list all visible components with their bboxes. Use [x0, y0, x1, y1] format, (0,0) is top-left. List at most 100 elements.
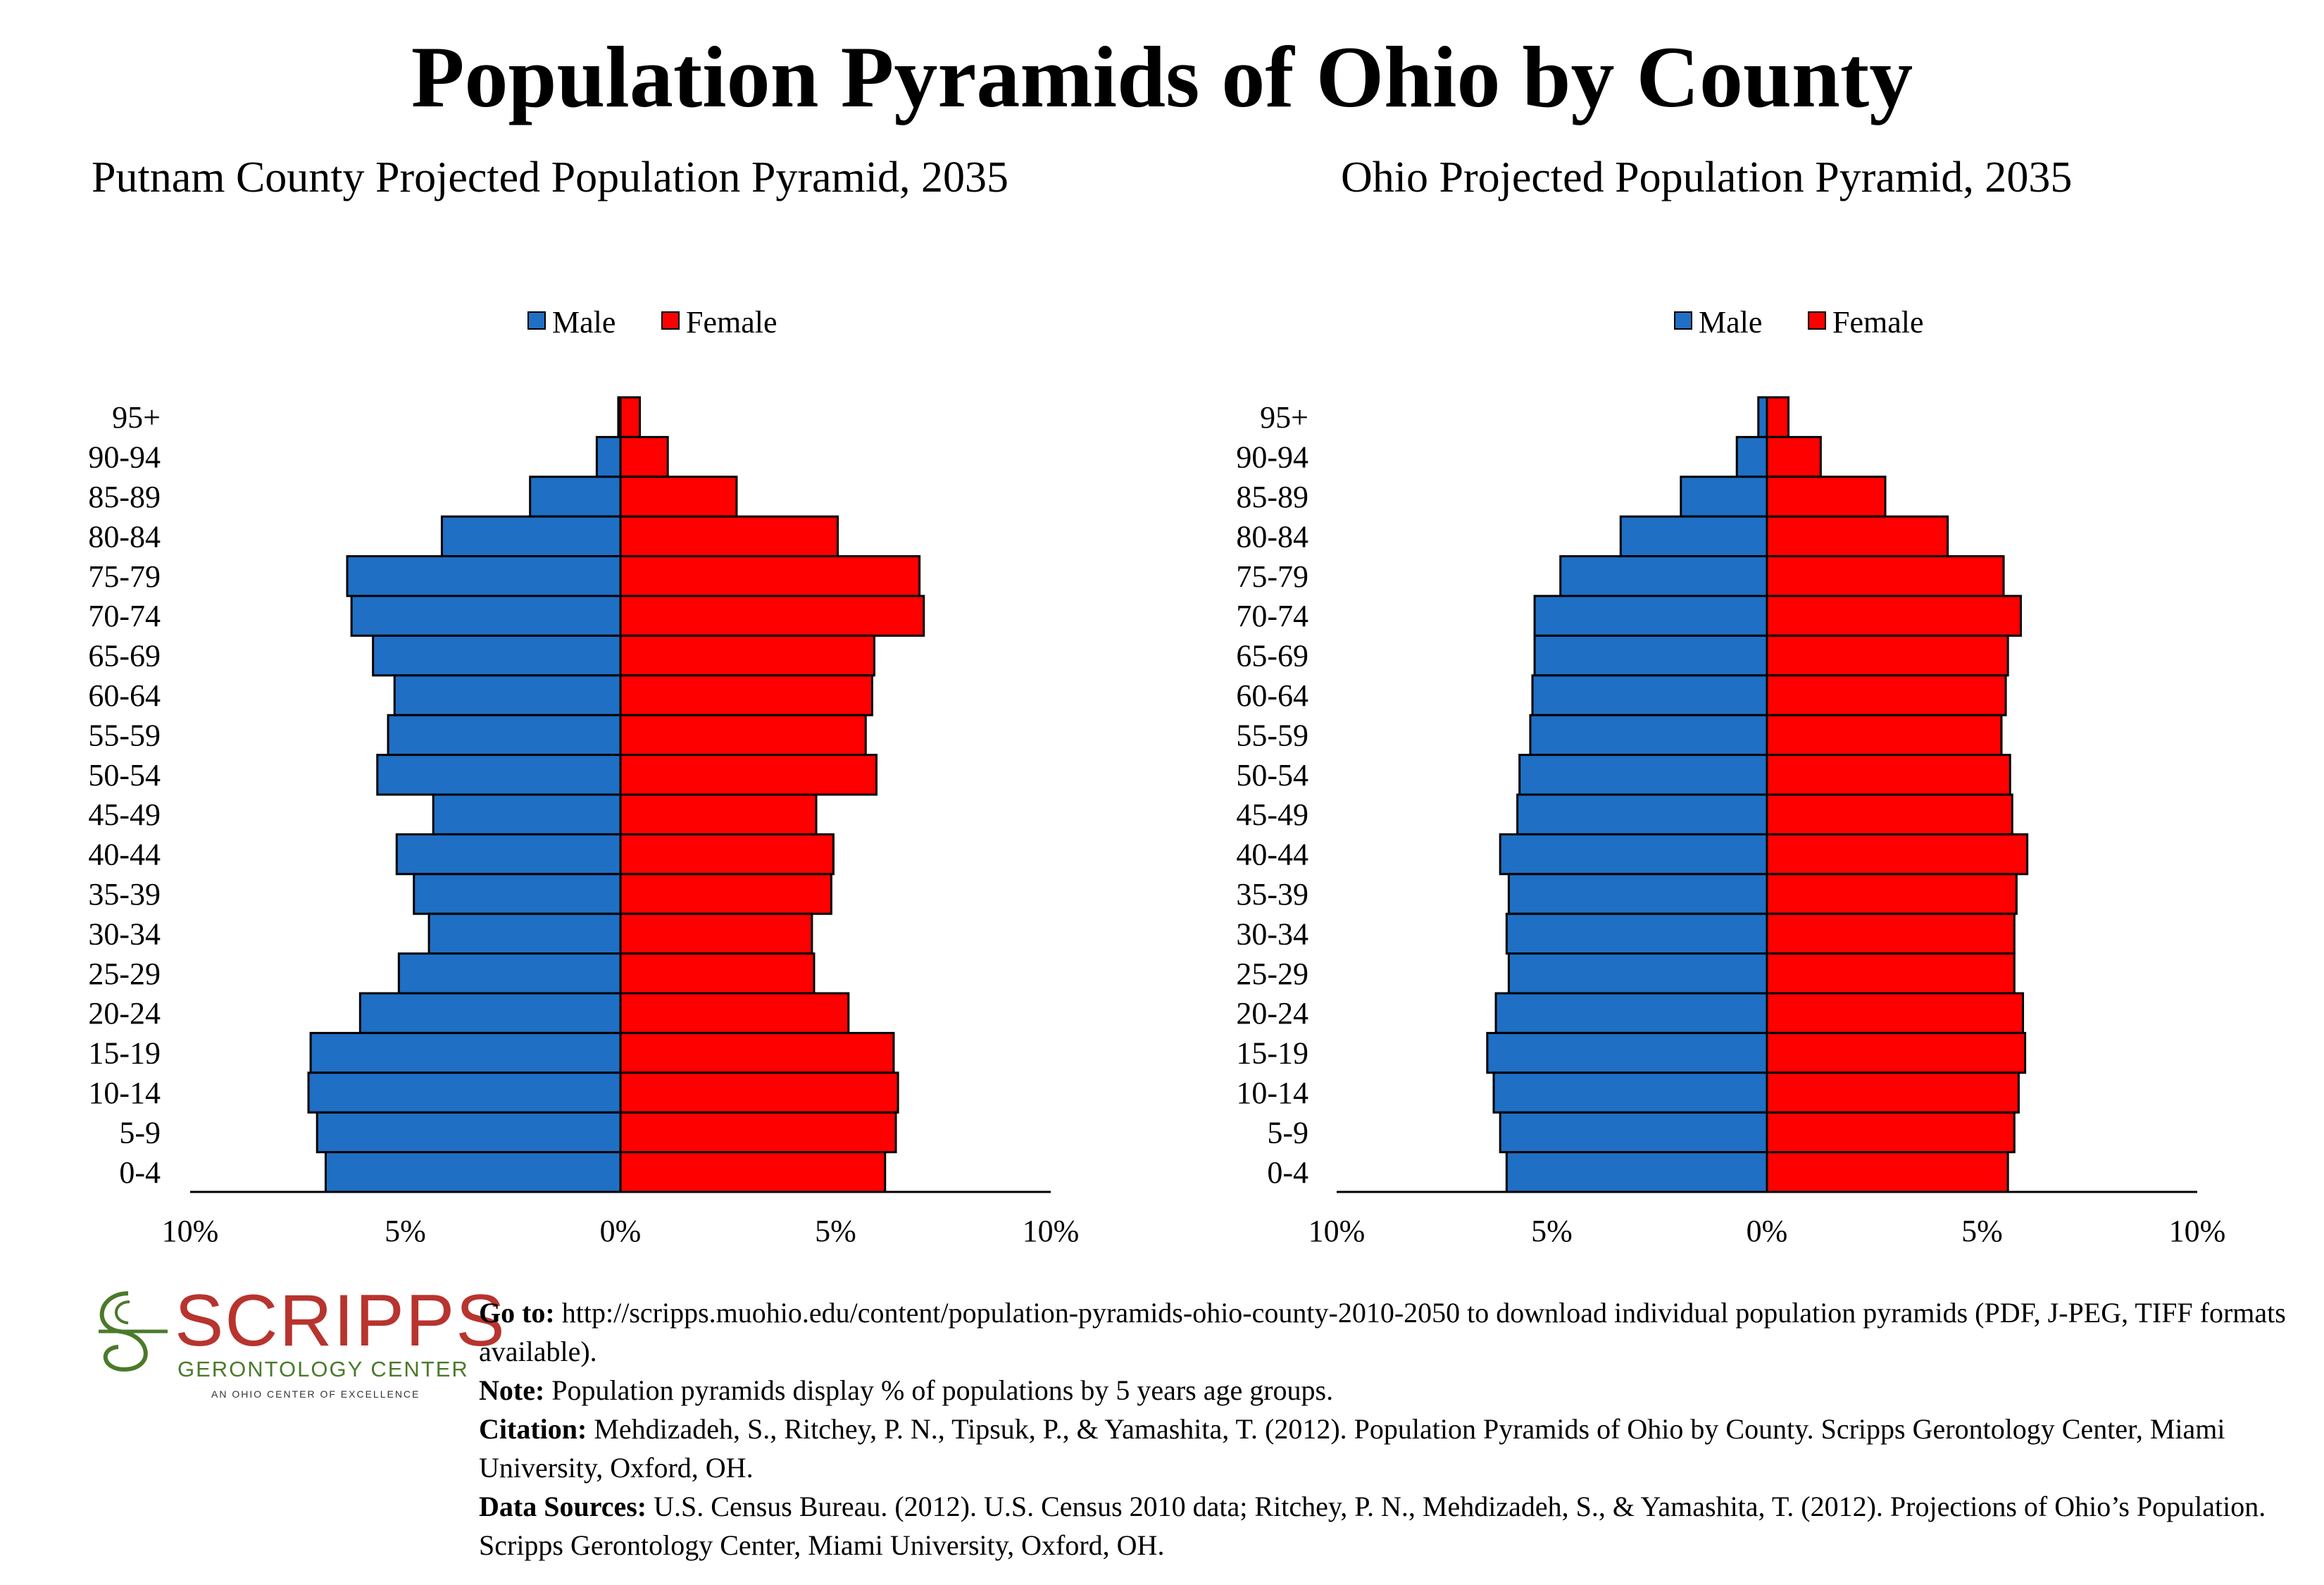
x-tick-label: 10%	[2169, 1214, 2226, 1248]
bar-female-55-59	[1766, 714, 2003, 757]
bar-male-80-84	[1619, 515, 1768, 558]
page-title: Population Pyramids of Ohio by County	[411, 29, 1913, 125]
x-tick-label: 5%	[385, 1214, 426, 1248]
legend-swatch-male	[1674, 311, 1692, 330]
x-tick-label: 5%	[1961, 1214, 2003, 1248]
bar-female-35-39	[1766, 873, 2018, 915]
logo-tagline: AN OHIO CENTER OF EXCELLENCE	[211, 1388, 420, 1400]
bar-female-40-44	[619, 833, 835, 876]
age-label-30-34: 30-34	[88, 916, 161, 951]
x-tick-label: 10%	[1023, 1214, 1080, 1248]
age-label-25-29: 25-29	[88, 957, 161, 991]
age-label-70-74: 70-74	[1236, 599, 1308, 633]
bar-male-50-54	[376, 754, 622, 796]
age-label-10-14: 10-14	[88, 1076, 161, 1110]
age-label-5-9: 5-9	[1267, 1115, 1308, 1150]
bar-female-40-44	[1766, 833, 2029, 876]
bar-male-5-9	[316, 1111, 622, 1154]
age-label-70-74: 70-74	[88, 599, 161, 633]
bar-female-80-84	[1766, 515, 1949, 558]
bar-female-70-74	[619, 595, 925, 637]
x-tick-label: 5%	[815, 1214, 856, 1248]
age-label-0-4: 0-4	[119, 1155, 161, 1190]
bar-female-30-34	[1766, 912, 2016, 955]
bar-male-15-19	[1486, 1031, 1768, 1074]
age-label-50-54: 50-54	[88, 758, 161, 792]
age-label-60-64: 60-64	[88, 678, 161, 713]
bar-male-60-64	[393, 674, 622, 716]
bar-female-50-54	[1766, 754, 2011, 796]
bar-male-20-24	[358, 992, 622, 1034]
bar-female-70-74	[1766, 595, 2022, 637]
bar-male-45-49	[1516, 793, 1768, 835]
legend-swatch-female	[661, 311, 680, 330]
age-label-40-44: 40-44	[88, 838, 161, 872]
note-citation: Citation: Mehdizadeh, S., Ritchey, P. N.…	[479, 1410, 2310, 1487]
age-label-25-29: 25-29	[1236, 957, 1308, 991]
note-note-text: Population pyramids display % of populat…	[551, 1374, 1334, 1406]
note-goto-text: http://scripps.muohio.edu/content/popula…	[479, 1297, 2286, 1367]
age-label-80-84: 80-84	[88, 519, 161, 554]
age-label-20-24: 20-24	[88, 996, 161, 1031]
age-label-85-89: 85-89	[88, 480, 161, 514]
bar-female-60-64	[1766, 674, 2007, 716]
notes-block: Go to: http://scripps.muohio.edu/content…	[479, 1293, 2310, 1565]
age-label-15-19: 15-19	[88, 1036, 161, 1071]
bar-female-55-59	[619, 714, 867, 757]
age-label-30-34: 30-34	[1236, 916, 1308, 951]
bar-female-65-69	[1766, 634, 2009, 677]
note-note: Note: Population pyramids display % of p…	[479, 1371, 2310, 1410]
note-note-label: Note:	[479, 1374, 545, 1406]
age-label-40-44: 40-44	[1236, 838, 1308, 872]
bar-male-25-29	[397, 952, 622, 995]
age-label-0-4: 0-4	[1267, 1155, 1308, 1190]
bar-female-75-79	[1766, 555, 2005, 597]
note-citation-text: Mehdizadeh, S., Ritchey, P. N., Tipsuk, …	[479, 1413, 2225, 1484]
note-citation-label: Citation:	[479, 1413, 587, 1445]
age-label-35-39: 35-39	[1236, 877, 1308, 912]
x-tick-label: 10%	[162, 1214, 219, 1248]
bar-female-45-49	[619, 793, 818, 835]
bar-female-65-69	[619, 634, 875, 677]
bar-female-30-34	[619, 912, 813, 955]
age-label-45-49: 45-49	[88, 797, 161, 832]
age-label-35-39: 35-39	[88, 877, 161, 912]
bar-male-35-39	[413, 873, 622, 915]
note-sources-text: U.S. Census Bureau. (2012). U.S. Census …	[479, 1491, 2266, 1561]
bar-male-0-4	[1505, 1151, 1768, 1193]
note-sources: Data Sources: U.S. Census Bureau. (2012)…	[479, 1487, 2310, 1565]
x-tick-label: 0%	[600, 1214, 642, 1248]
bar-male-60-64	[1531, 674, 1768, 716]
bar-female-90-94	[1766, 435, 1822, 478]
age-label-55-59: 55-59	[88, 718, 161, 752]
bar-male-10-14	[1492, 1071, 1768, 1114]
swirl-logo-icon	[99, 1291, 168, 1372]
legend-label-female: Female	[686, 305, 777, 340]
bar-male-30-34	[1505, 912, 1768, 955]
bar-male-5-9	[1499, 1111, 1768, 1154]
bar-female-25-29	[1766, 952, 2016, 995]
age-label-95+: 95+	[1260, 400, 1308, 435]
age-label-5-9: 5-9	[119, 1115, 161, 1150]
bar-female-15-19	[1766, 1031, 2027, 1074]
bar-male-45-49	[432, 793, 622, 835]
bar-male-85-89	[529, 476, 622, 518]
bar-female-0-4	[619, 1151, 887, 1193]
bar-female-50-54	[619, 754, 878, 796]
bar-female-10-14	[619, 1071, 899, 1114]
age-label-95+: 95+	[112, 400, 161, 435]
bar-female-5-9	[1766, 1111, 2016, 1154]
age-label-65-69: 65-69	[1236, 639, 1308, 673]
age-label-85-89: 85-89	[1236, 480, 1308, 514]
note-goto-label: Go to:	[479, 1297, 555, 1329]
legend-label-female: Female	[1832, 305, 1924, 340]
age-label-55-59: 55-59	[1236, 718, 1308, 752]
bar-male-25-29	[1507, 952, 1768, 995]
legend-swatch-male	[527, 311, 546, 330]
bar-male-10-14	[307, 1071, 622, 1114]
x-tick-label: 5%	[1531, 1214, 1573, 1248]
bar-male-65-69	[372, 634, 622, 677]
legend-label-male: Male	[1699, 305, 1762, 340]
bar-male-30-34	[427, 912, 622, 955]
logo-wordmark: SCRIPPS	[175, 1280, 506, 1362]
